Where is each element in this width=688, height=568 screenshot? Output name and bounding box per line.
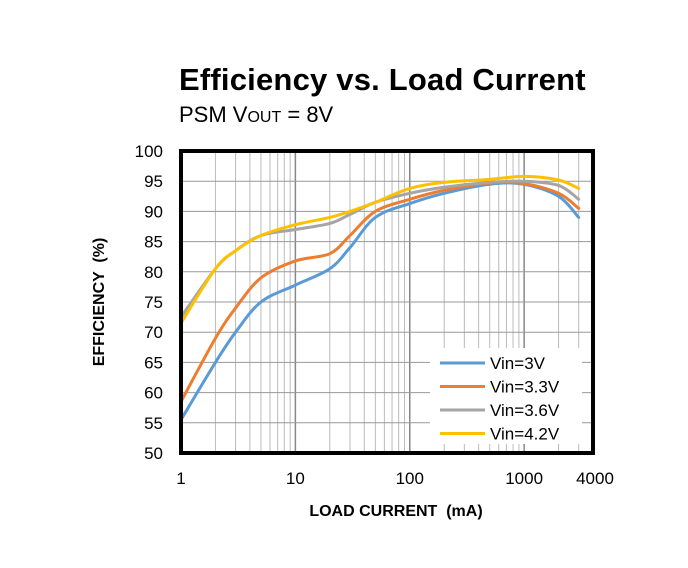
- legend: Vin=3V Vin=3.3V Vin=3.6V Vin=4.2V: [430, 348, 582, 444]
- y-tick-label: 90: [144, 202, 163, 221]
- subtitle-subscript: OUT: [247, 109, 282, 126]
- series-line-3: [179, 174, 581, 325]
- y-tick-label: 50: [144, 444, 163, 463]
- y-tick-label: 95: [144, 172, 163, 191]
- series-lines: [179, 174, 581, 422]
- legend-entry: Vin=3.6V: [490, 401, 560, 420]
- chart-title: Efficiency vs. Load Current: [179, 62, 586, 97]
- x-tick-label: 100: [396, 469, 424, 488]
- x-axis-label: LOAD CURRENT (mA): [309, 503, 482, 520]
- legend-entry: Vin=3V: [490, 354, 546, 373]
- chart-subtitle: PSM VOUT = 8V: [179, 102, 333, 128]
- x-tick-label: 10: [286, 469, 305, 488]
- y-tick-labels: 50 55 60 65 70 75 80 85 90 95 100: [135, 142, 163, 463]
- y-tick-label: 100: [135, 142, 163, 161]
- x-tick-label: 1000: [505, 469, 543, 488]
- plot-frame: [179, 149, 595, 455]
- series-line-1: [179, 180, 581, 404]
- x-tick-labels: 1 10 100 1000 4000: [176, 469, 614, 488]
- y-tick-label: 75: [144, 293, 163, 312]
- y-tick-label: 60: [144, 384, 163, 403]
- y-tick-label: 55: [144, 414, 163, 433]
- y-axis-label: EFFICIENCY (%): [91, 238, 108, 367]
- legend-entry: Vin=3.3V: [490, 378, 560, 397]
- subtitle-prefix: PSM V: [179, 102, 248, 127]
- y-tick-label: 85: [144, 233, 163, 252]
- subtitle-suffix: = 8V: [281, 102, 334, 127]
- y-tick-label: 65: [144, 353, 163, 372]
- y-tick-label: 80: [144, 263, 163, 282]
- y-tick-label: 70: [144, 323, 163, 342]
- x-tick-label: 4000: [576, 469, 614, 488]
- x-tick-label: 1: [176, 469, 185, 488]
- legend-entry: Vin=4.2V: [490, 425, 560, 444]
